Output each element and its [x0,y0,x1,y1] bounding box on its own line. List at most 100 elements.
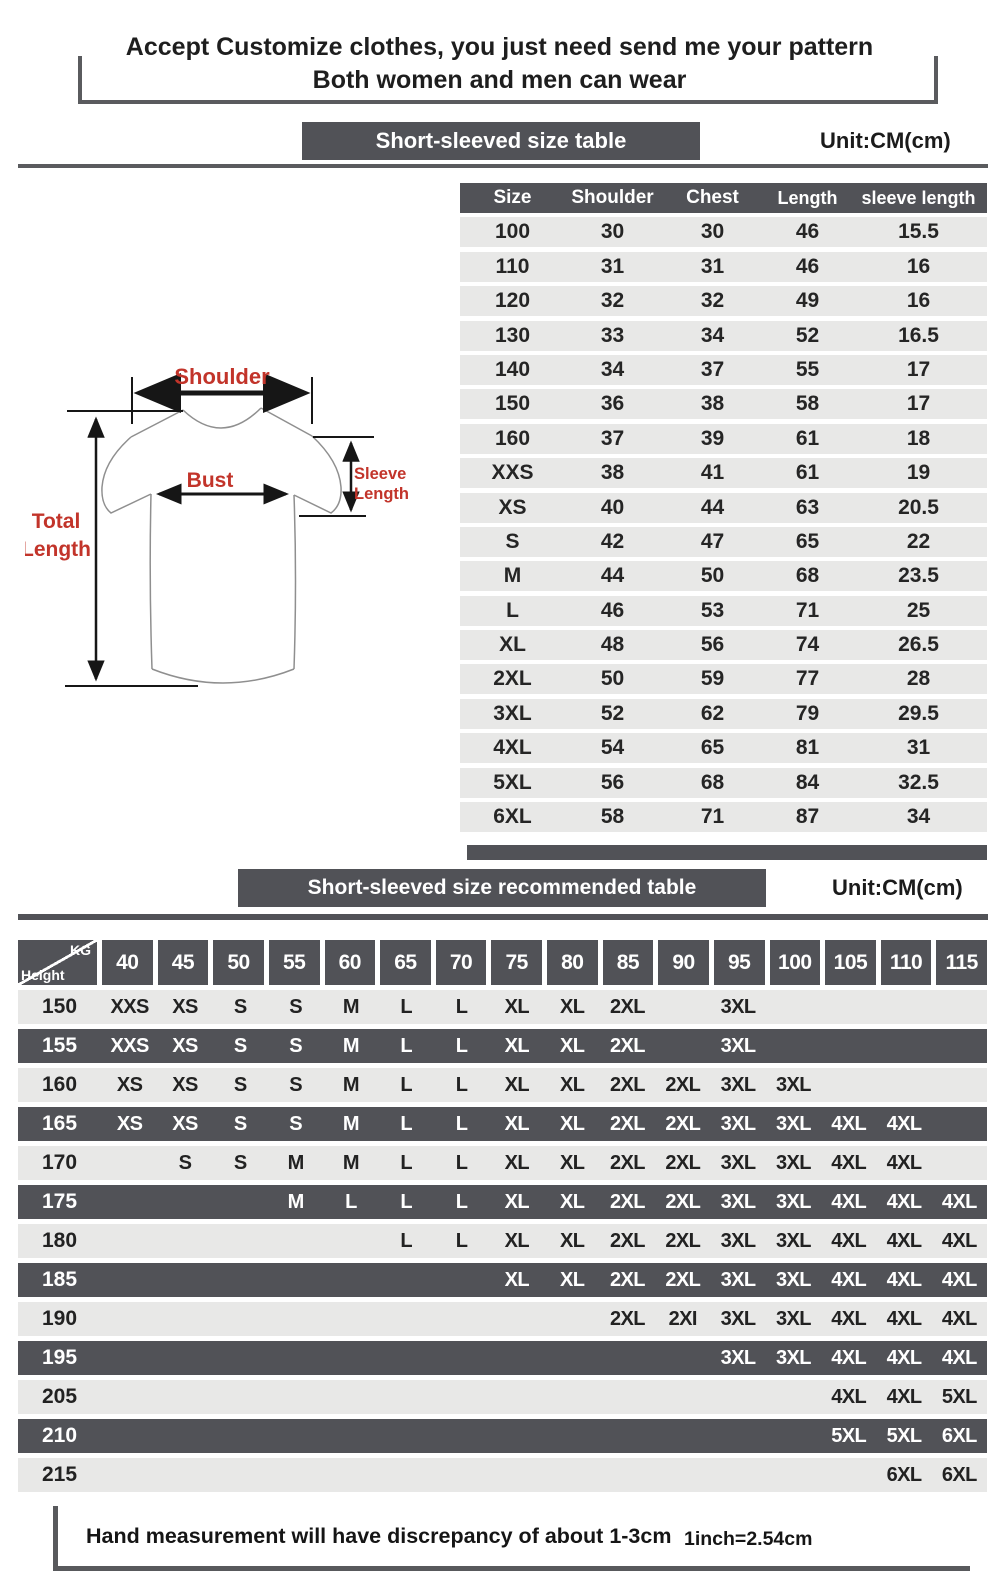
table-row: 150 36 38 58 17 [460,389,987,420]
table-cell: 65 [700,736,725,760]
matrix-cell: 4XL [886,1308,922,1330]
matrix-cell: 4XL [831,1347,867,1369]
matrix-cell: L [455,1074,468,1096]
matrix-cell: S [233,1152,247,1174]
table-cell: 71 [700,805,725,829]
matrix-cell [655,1341,710,1375]
matrix-cell: XL [504,1191,530,1213]
recommended-table-banner: Short-sleeved size recommended table [238,869,766,907]
matrix-cell: XS [116,1113,143,1135]
table-cell: 77 [795,667,820,691]
matrix-cell: M [342,996,360,1018]
table-cell: 40 [600,495,625,519]
matrix-cell [600,1380,655,1414]
matrix-cell [821,1029,876,1063]
weight-header-cell: 95 [713,940,770,985]
matrix-cell [157,1185,212,1219]
matrix-cell [434,1263,489,1297]
table-cell: 34 [906,805,931,829]
matrix-cell: S [289,996,302,1018]
matrix-cell [213,1302,268,1336]
matrix-cell [489,1380,544,1414]
matrix-cell: 6XL [941,1464,977,1486]
matrix-cell [157,1419,212,1453]
bust-label: Bust [187,469,234,492]
matrix-cell: L [455,1191,468,1213]
matrix-cell [323,1224,378,1258]
table-cell: 61 [795,426,820,450]
table-cell: 58 [795,392,820,416]
sleeve-length-label-1: Sleeve [354,465,406,483]
matrix-cell: L [400,1113,413,1135]
height-row-label: 195 [42,1346,78,1369]
height-row-label: 180 [42,1229,78,1252]
matrix-cell: XL [559,1269,585,1291]
table-cell: 62 [700,701,725,725]
matrix-cell: S [233,1074,247,1096]
table-cell: 31 [700,254,725,278]
matrix-cell: 2XL [665,1074,701,1096]
matrix-cell [268,1263,323,1297]
matrix-cell [102,1302,157,1336]
matrix-cell: XS [172,1035,198,1057]
matrix-cell [268,1419,323,1453]
matrix-cell [766,1380,821,1414]
matrix-cell [323,1302,378,1336]
matrix-cell [876,990,931,1024]
table-cell: 63 [795,495,820,519]
weight-header-cell: 90 [658,940,714,985]
matrix-cell: L [400,1035,413,1057]
weight-header-cell: 80 [547,940,603,985]
table-cell: 16 [906,254,931,278]
matrix-cell: 5XL [941,1386,977,1408]
total-length-label-1: Total [32,510,81,533]
matrix-cell: M [342,1035,360,1057]
table-cell: 59 [700,667,725,691]
matrix-cell [268,1302,323,1336]
matrix-cell: 4XL [886,1230,922,1252]
table-row: 6XL 58 71 87 34 [460,802,987,833]
table-cell: 46 [795,254,820,278]
matrix-cell: L [400,1230,413,1252]
matrix-cell: 4XL [941,1308,977,1330]
matrix-cell: 4XL [831,1113,867,1135]
matrix-cell [766,1419,821,1453]
table-cell: 18 [906,426,931,450]
table-cell: 46 [795,220,820,244]
matrix-cell: 2XI [668,1308,698,1330]
matrix-cell [157,1263,212,1297]
table-cell: 4XL [493,736,532,760]
table-cell: 81 [795,736,820,760]
table-row: 3XL 52 62 79 29.5 [460,698,987,729]
table-cell: 17 [906,357,931,381]
matrix-cell: 4XL [831,1308,867,1330]
weight-header-cell: 100 [769,940,826,985]
table-cell: 79 [795,701,820,725]
table-cell: 84 [795,770,820,794]
matrix-cell [213,1380,268,1414]
matrix-cell [157,1380,212,1414]
matrix-cell: XS [172,1113,198,1135]
table-row: 120 32 32 49 16 [460,286,987,317]
matrix-row: 185 XL XL 2XL 2XL 3XL 3XL 4XL 4XL 4XL [18,1263,987,1297]
table-cell: 31 [906,736,931,760]
table-cell: L [506,598,519,622]
unit-label-2: Unit:CM(cm) [832,875,963,900]
size-table-column-header: Shoulder [571,187,654,208]
matrix-cell [489,1302,544,1336]
matrix-cell [379,1458,434,1492]
divider-line-1 [18,164,988,168]
matrix-cell: 2XL [610,1035,645,1057]
table-cell: 16.5 [898,323,939,347]
matrix-cell: 2XL [610,1074,645,1096]
table-cell: 3XL [493,701,532,725]
matrix-cell: 3XL [775,1113,811,1135]
matrix-cell [102,1419,157,1453]
matrix-cell: 2XL [665,1113,701,1135]
matrix-cell: XL [559,1035,585,1057]
matrix-cell: XL [559,1113,585,1135]
kg-height-corner-cell: KG Height [18,940,102,985]
table-row: S 42 47 65 22 [460,526,987,557]
matrix-cell: L [455,1035,468,1057]
size-table-column-header: sleeve length [861,188,976,208]
